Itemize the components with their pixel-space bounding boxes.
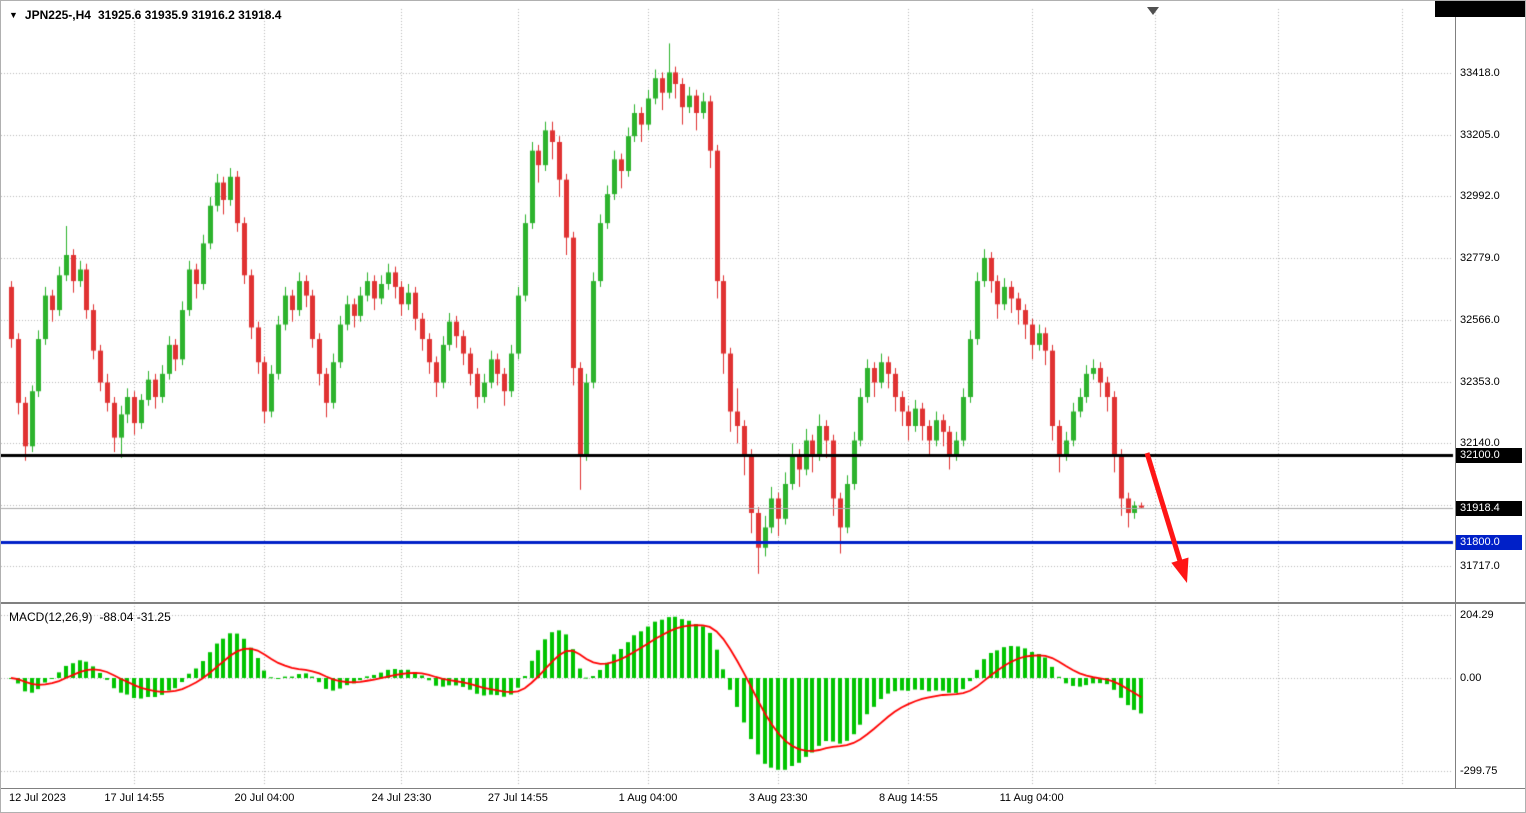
support-line-badge: 31800.0 [1456,534,1522,550]
time-axis-label: 8 Aug 14:55 [878,792,938,804]
price-axis-label: 33418.0 [1460,67,1500,79]
macd-axis-label: 204.29 [1460,608,1494,621]
macd-values-label: -88.04 -31.25 [99,610,171,624]
bid-line-badge: 31918.4 [1456,500,1522,516]
price-scale-border [1455,1,1456,789]
time-scale-border [1,788,1525,789]
price-axis-label: 32566.0 [1460,313,1500,326]
price-axis-label: 32779.0 [1460,252,1500,265]
price-axis-label: 31717.0 [1460,560,1500,572]
time-axis-label: 27 Jul 14:55 [487,792,548,804]
time-axis-label: 24 Jul 23:30 [371,792,432,804]
time-axis-label: 1 Aug 04:00 [618,792,678,804]
resistance-line-badge: 32100.0 [1456,447,1522,463]
time-axis-label: 17 Jul 14:55 [104,792,165,804]
time-axis-label: 20 Jul 04:00 [234,792,295,804]
price-axis-label: 32992.0 [1460,190,1500,203]
price-scale[interactable]: 33418.0 33205.0 32992.0 32779.0 32566.0 32353… [1456,1,1525,788]
macd-name-label: MACD(12,26,9) [9,610,93,624]
panel-divider[interactable] [1,602,1525,604]
price-axis-label: 32353.0 [1460,375,1500,388]
time-axis-label: 12 Jul 2023 [9,792,66,804]
macd-indicator-label: MACD(12,26,9) -88.04 -31.25 [9,610,171,624]
top-right-block [1435,1,1525,17]
macd-axis-label: 0.00 [1460,672,1482,684]
chart-title: ▼ JPN225-,H4 31925.6 31935.9 31916.2 319… [9,8,281,22]
time-axis-label: 11 Aug 04:00 [999,792,1064,804]
price-axis-label: 32140.0 [1460,437,1500,450]
time-scale[interactable]: 12 Jul 2023 17 Jul 14:55 20 Jul 04:00 24 Ju… [1,789,1525,812]
symbol-dropdown-icon: ▼ [9,10,18,20]
time-axis-label: 3 Aug 23:30 [748,792,808,804]
chart-shift-marker[interactable] [1147,7,1159,15]
price-axis-label: 33205.0 [1460,128,1500,141]
symbol-timeframe-label: JPN225-,H4 [24,8,91,22]
macd-axis-label: -299.75 [1460,764,1498,777]
ohlc-values-label: 31925.6 31935.9 31916.2 31918.4 [97,8,282,22]
